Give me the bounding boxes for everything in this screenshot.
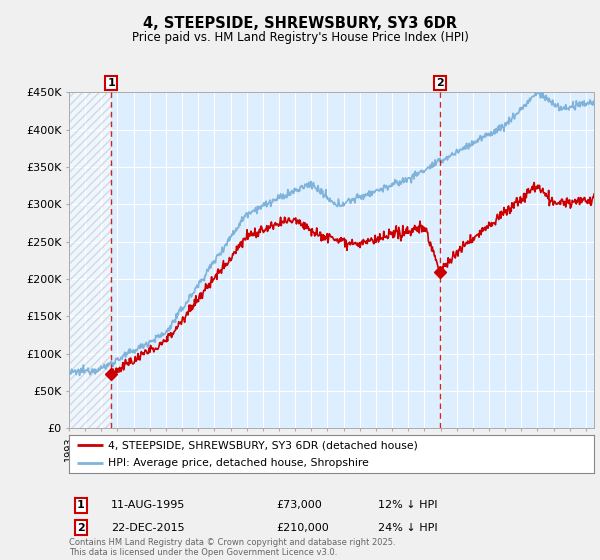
Text: £210,000: £210,000 — [276, 522, 329, 533]
Text: 1: 1 — [107, 78, 115, 88]
Text: 12% ↓ HPI: 12% ↓ HPI — [378, 500, 437, 510]
Text: 4, STEEPSIDE, SHREWSBURY, SY3 6DR: 4, STEEPSIDE, SHREWSBURY, SY3 6DR — [143, 16, 457, 31]
Text: 1: 1 — [77, 500, 85, 510]
Text: 11-AUG-1995: 11-AUG-1995 — [111, 500, 185, 510]
Text: Price paid vs. HM Land Registry's House Price Index (HPI): Price paid vs. HM Land Registry's House … — [131, 31, 469, 44]
Text: HPI: Average price, detached house, Shropshire: HPI: Average price, detached house, Shro… — [109, 458, 369, 468]
Text: 2: 2 — [77, 522, 85, 533]
Text: 22-DEC-2015: 22-DEC-2015 — [111, 522, 185, 533]
Text: Contains HM Land Registry data © Crown copyright and database right 2025.
This d: Contains HM Land Registry data © Crown c… — [69, 538, 395, 557]
Text: 2: 2 — [436, 78, 444, 88]
Text: 4, STEEPSIDE, SHREWSBURY, SY3 6DR (detached house): 4, STEEPSIDE, SHREWSBURY, SY3 6DR (detac… — [109, 440, 418, 450]
Text: £73,000: £73,000 — [276, 500, 322, 510]
Bar — [69, 92, 111, 428]
Text: 24% ↓ HPI: 24% ↓ HPI — [378, 522, 437, 533]
